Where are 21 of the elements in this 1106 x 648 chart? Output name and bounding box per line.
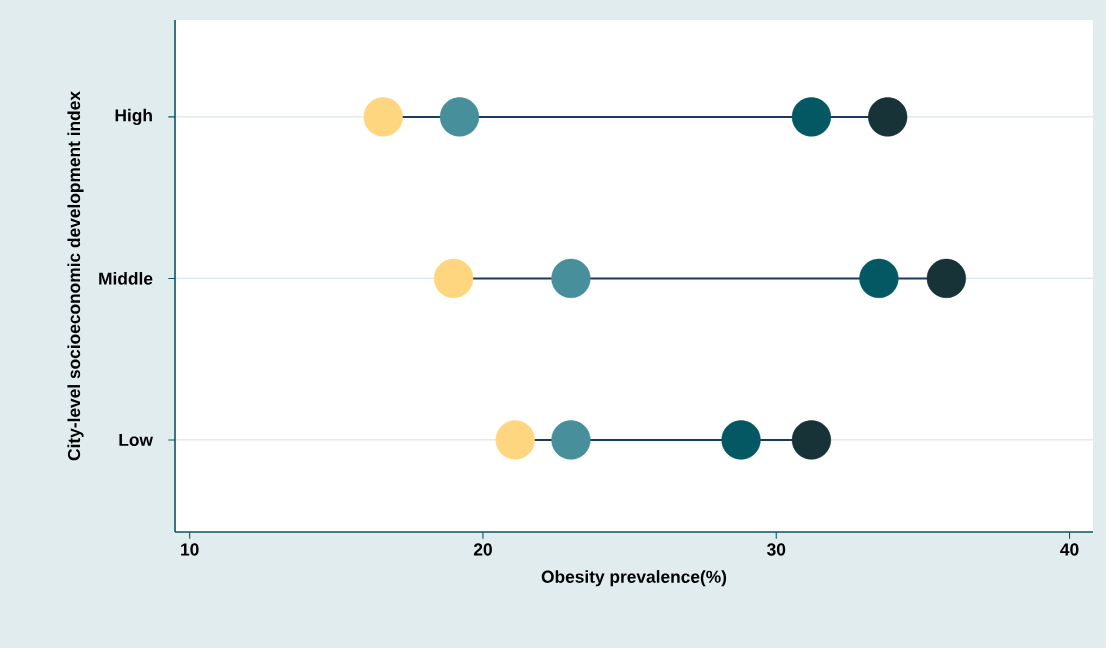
point bbox=[868, 97, 908, 137]
y-tick-label: High bbox=[115, 108, 152, 126]
point bbox=[363, 97, 403, 137]
point bbox=[859, 258, 899, 299]
point bbox=[791, 420, 832, 460]
x-axis-title: Obesity prevalence(%) bbox=[541, 570, 727, 587]
x-tick-label: 20 bbox=[473, 543, 492, 556]
y-axis-title: City-level socioeconomic development index bbox=[67, 91, 84, 461]
y-tick-label: Middle bbox=[99, 272, 153, 285]
point bbox=[926, 258, 966, 299]
point bbox=[439, 97, 480, 137]
point bbox=[551, 258, 591, 299]
point bbox=[791, 97, 832, 137]
point bbox=[551, 420, 591, 460]
point bbox=[721, 420, 761, 460]
x-tick-label: 10 bbox=[181, 543, 199, 556]
point bbox=[434, 258, 474, 299]
point bbox=[495, 420, 535, 460]
x-tick-label: 30 bbox=[767, 543, 786, 556]
y-tick-label: Low bbox=[119, 433, 153, 446]
x-tick-label: 40 bbox=[1060, 543, 1079, 556]
